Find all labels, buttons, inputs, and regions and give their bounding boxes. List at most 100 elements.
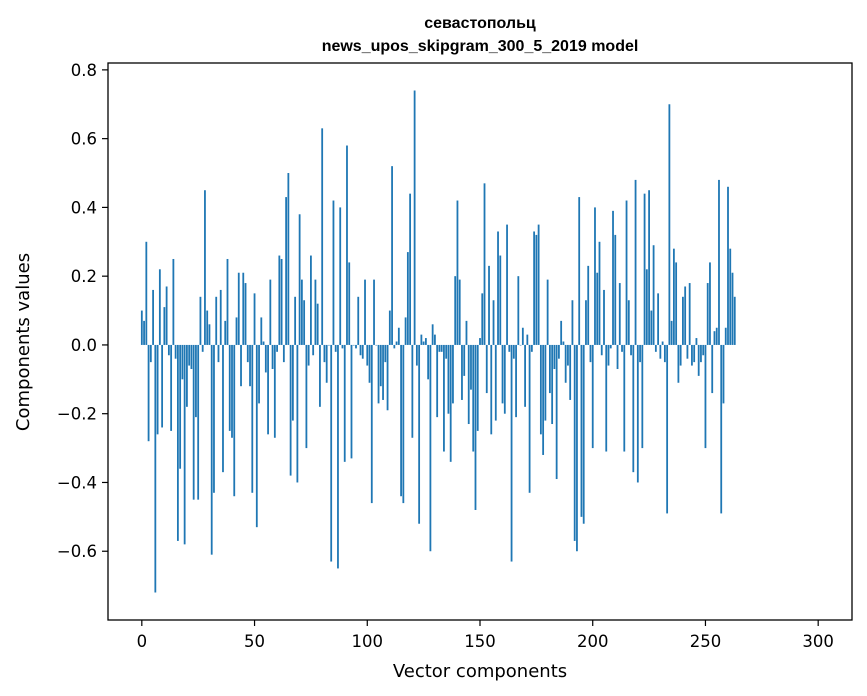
bar [149, 344, 152, 363]
x-axis-ticks: 0 50 100 150 200 250 300 [137, 620, 834, 651]
bar [213, 344, 215, 493]
bar [555, 344, 558, 480]
bar [255, 344, 258, 528]
bar [373, 279, 375, 345]
bar [528, 344, 531, 493]
bar [370, 344, 373, 504]
bar [269, 279, 272, 345]
bar [652, 245, 655, 345]
bar [700, 344, 702, 363]
bar [481, 293, 484, 345]
bar [492, 300, 495, 345]
bar [544, 344, 547, 421]
bar [614, 234, 617, 345]
y-tick-label: 0.2 [71, 267, 97, 286]
bar [630, 344, 632, 356]
bar [420, 334, 423, 345]
bar [641, 344, 644, 449]
bar [402, 344, 405, 504]
bar [140, 310, 143, 345]
bar [197, 344, 200, 500]
chart-subtitle: news_upos_skipgram_300_5_2019 model [322, 38, 639, 55]
bar [300, 279, 303, 345]
bar [589, 344, 592, 363]
x-tick-label: 250 [690, 632, 722, 651]
bar [273, 344, 276, 438]
bar [632, 344, 635, 473]
bar [427, 344, 430, 380]
bar [434, 334, 436, 345]
bar [379, 344, 382, 387]
bar [161, 344, 164, 428]
bar [564, 344, 567, 383]
bar [224, 320, 227, 345]
bar [639, 344, 641, 363]
bar [727, 186, 729, 345]
bar [303, 300, 306, 345]
bar [686, 344, 689, 359]
bar [237, 272, 240, 345]
bar [485, 344, 488, 394]
bar [706, 283, 709, 345]
bar [276, 344, 278, 352]
bar [560, 320, 563, 345]
bar [384, 344, 387, 363]
bar [654, 344, 657, 352]
bar [591, 344, 594, 449]
y-tick-label: −0.2 [57, 405, 97, 424]
bar [165, 286, 168, 345]
bar [567, 344, 569, 366]
bar [167, 344, 170, 356]
bar [582, 344, 585, 524]
bar [657, 293, 660, 345]
bar [503, 344, 506, 414]
bar [551, 344, 554, 425]
bar [321, 128, 324, 345]
bar [670, 320, 673, 345]
bar [463, 344, 466, 376]
bar [488, 265, 490, 345]
bar [271, 344, 274, 370]
bar [436, 344, 439, 418]
bar [508, 344, 511, 352]
bar [645, 269, 648, 345]
bar [424, 338, 427, 345]
bar [208, 324, 211, 345]
bar [684, 286, 687, 345]
bar [704, 344, 707, 449]
bar [691, 344, 693, 366]
bar [325, 344, 328, 383]
bar [298, 214, 301, 345]
bar [693, 344, 696, 363]
bar [605, 344, 608, 452]
bar [145, 241, 148, 345]
bar [287, 173, 290, 345]
bar [186, 344, 188, 407]
bar [718, 179, 720, 345]
bar [154, 344, 157, 593]
bar [215, 296, 218, 345]
bar [393, 344, 396, 349]
bar [172, 258, 175, 345]
bar [181, 344, 184, 380]
x-tick-label: 200 [577, 632, 609, 651]
bar [553, 344, 556, 370]
y-axis-label: Components values [13, 253, 34, 431]
bar [158, 269, 161, 345]
bar [339, 207, 342, 345]
bar [170, 344, 173, 431]
y-tick-label: −0.6 [57, 542, 97, 561]
bar [368, 344, 371, 383]
bar [246, 344, 249, 363]
bar [334, 344, 337, 352]
y-tick-label: 0.4 [71, 198, 97, 217]
bar [413, 90, 416, 345]
bar [636, 344, 639, 483]
bar [524, 344, 526, 407]
bar [539, 344, 542, 435]
bar [346, 145, 348, 345]
bar [650, 310, 653, 345]
bar [330, 344, 333, 562]
bar [467, 344, 470, 425]
bar [711, 344, 714, 394]
